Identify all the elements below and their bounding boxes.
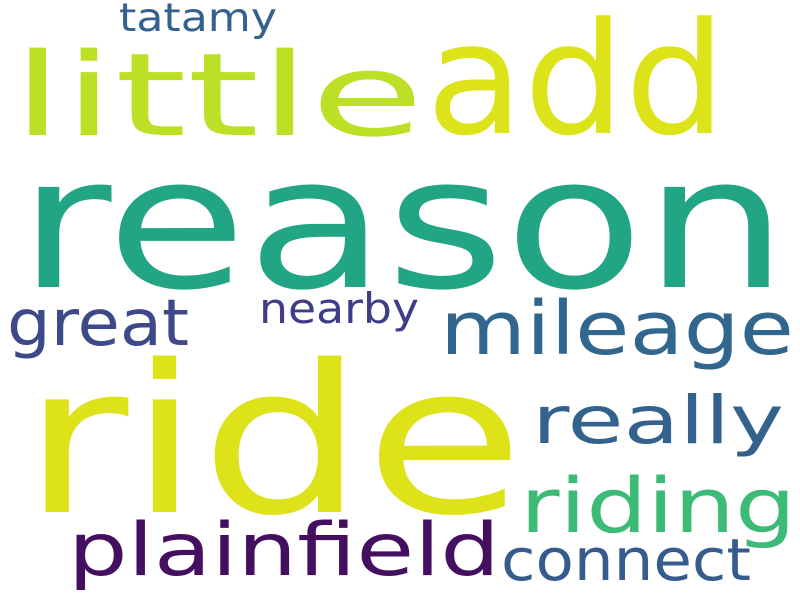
word-connect: connect xyxy=(501,526,751,594)
word-great: great xyxy=(7,287,189,361)
word-tatamy: tatamy xyxy=(119,0,277,41)
word-ride: ride xyxy=(22,321,524,561)
word-mileage: mileage xyxy=(440,286,794,372)
word-add: add xyxy=(426,0,726,170)
word-reason: reason xyxy=(18,118,788,331)
word-plainfield: plainfield xyxy=(68,508,500,593)
word-little: little xyxy=(12,29,424,163)
word-really: really xyxy=(532,382,784,459)
word-nearby: nearby xyxy=(259,284,419,333)
word-riding: riding xyxy=(520,461,796,550)
